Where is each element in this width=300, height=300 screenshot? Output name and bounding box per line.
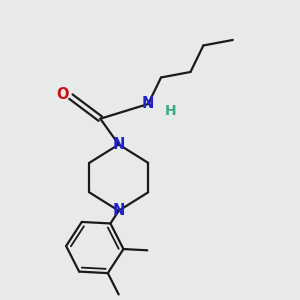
Text: O: O [56,87,69,102]
Text: N: N [112,203,125,218]
Text: N: N [142,97,154,112]
Text: N: N [112,137,125,152]
Text: H: H [165,103,177,118]
